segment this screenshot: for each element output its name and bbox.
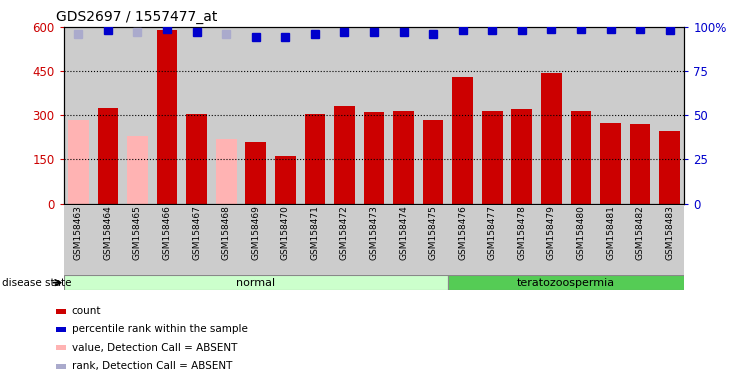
Bar [123, 27, 153, 204]
Bar [418, 205, 448, 275]
Bar [94, 27, 123, 204]
Bar [216, 139, 236, 204]
Bar [271, 27, 300, 204]
Bar [241, 205, 271, 275]
Bar [186, 114, 207, 204]
Text: GSM158478: GSM158478 [518, 205, 527, 260]
Text: GSM158465: GSM158465 [133, 205, 142, 260]
Bar [127, 136, 148, 204]
Bar [182, 205, 212, 275]
Bar [541, 73, 562, 204]
Bar [212, 27, 241, 204]
Text: GSM158467: GSM158467 [192, 205, 201, 260]
Bar [334, 106, 355, 204]
Bar [275, 156, 295, 204]
Bar [94, 205, 123, 275]
Bar [448, 27, 477, 204]
Text: GSM158477: GSM158477 [488, 205, 497, 260]
Text: GSM158464: GSM158464 [103, 205, 112, 260]
Bar [477, 205, 507, 275]
Bar [448, 275, 684, 290]
Bar [97, 108, 118, 204]
Bar [536, 205, 566, 275]
Bar [300, 205, 330, 275]
Bar [482, 111, 503, 204]
Bar [659, 131, 680, 204]
Bar [156, 30, 177, 204]
Text: GDS2697 / 1557477_at: GDS2697 / 1557477_at [56, 10, 218, 23]
Bar [507, 27, 536, 204]
Text: GSM158474: GSM158474 [399, 205, 408, 260]
Text: GSM158479: GSM158479 [547, 205, 556, 260]
Bar [304, 114, 325, 204]
Bar [654, 205, 684, 275]
Bar [271, 205, 300, 275]
Text: GSM158466: GSM158466 [162, 205, 171, 260]
Bar [630, 124, 651, 204]
Bar [393, 111, 414, 204]
Bar [182, 27, 212, 204]
Bar [364, 112, 384, 204]
Bar [68, 120, 89, 204]
Bar [453, 77, 473, 204]
Bar [423, 120, 444, 204]
Text: GSM158470: GSM158470 [280, 205, 289, 260]
Bar [64, 205, 94, 275]
Bar [477, 27, 507, 204]
Bar [571, 111, 591, 204]
Text: GSM158483: GSM158483 [665, 205, 674, 260]
Bar [418, 27, 448, 204]
Bar [330, 27, 359, 204]
Bar [123, 205, 153, 275]
Bar [448, 205, 477, 275]
Text: GSM158473: GSM158473 [370, 205, 378, 260]
Bar [153, 205, 182, 275]
Bar [512, 109, 532, 204]
Text: rank, Detection Call = ABSENT: rank, Detection Call = ABSENT [72, 361, 232, 371]
Bar [300, 27, 330, 204]
Bar [507, 205, 536, 275]
Bar [654, 27, 684, 204]
Bar [359, 205, 389, 275]
Bar [625, 27, 654, 204]
Bar [566, 205, 595, 275]
Bar [330, 205, 359, 275]
Bar [566, 27, 595, 204]
Bar [241, 27, 271, 204]
Text: GSM158469: GSM158469 [251, 205, 260, 260]
Text: GSM158463: GSM158463 [74, 205, 83, 260]
Bar [600, 122, 621, 204]
Bar [536, 27, 566, 204]
Bar [595, 205, 625, 275]
Text: disease state: disease state [2, 278, 72, 288]
Text: normal: normal [236, 278, 275, 288]
Bar [153, 27, 182, 204]
Bar [625, 205, 654, 275]
Text: GSM158481: GSM158481 [606, 205, 615, 260]
Text: GSM158471: GSM158471 [310, 205, 319, 260]
Text: value, Detection Call = ABSENT: value, Detection Call = ABSENT [72, 343, 237, 353]
Text: GSM158472: GSM158472 [340, 205, 349, 260]
Text: GSM158475: GSM158475 [429, 205, 438, 260]
Bar [64, 275, 448, 290]
Text: GSM158482: GSM158482 [636, 205, 645, 260]
Text: count: count [72, 306, 101, 316]
Bar [389, 205, 418, 275]
Bar [212, 205, 241, 275]
Text: GSM158476: GSM158476 [459, 205, 468, 260]
Bar [359, 27, 389, 204]
Text: teratozoospermia: teratozoospermia [517, 278, 615, 288]
Bar [64, 27, 94, 204]
Bar [595, 27, 625, 204]
Text: GSM158480: GSM158480 [577, 205, 586, 260]
Bar [389, 27, 418, 204]
Text: percentile rank within the sample: percentile rank within the sample [72, 324, 248, 334]
Bar [245, 142, 266, 204]
Text: GSM158468: GSM158468 [221, 205, 230, 260]
